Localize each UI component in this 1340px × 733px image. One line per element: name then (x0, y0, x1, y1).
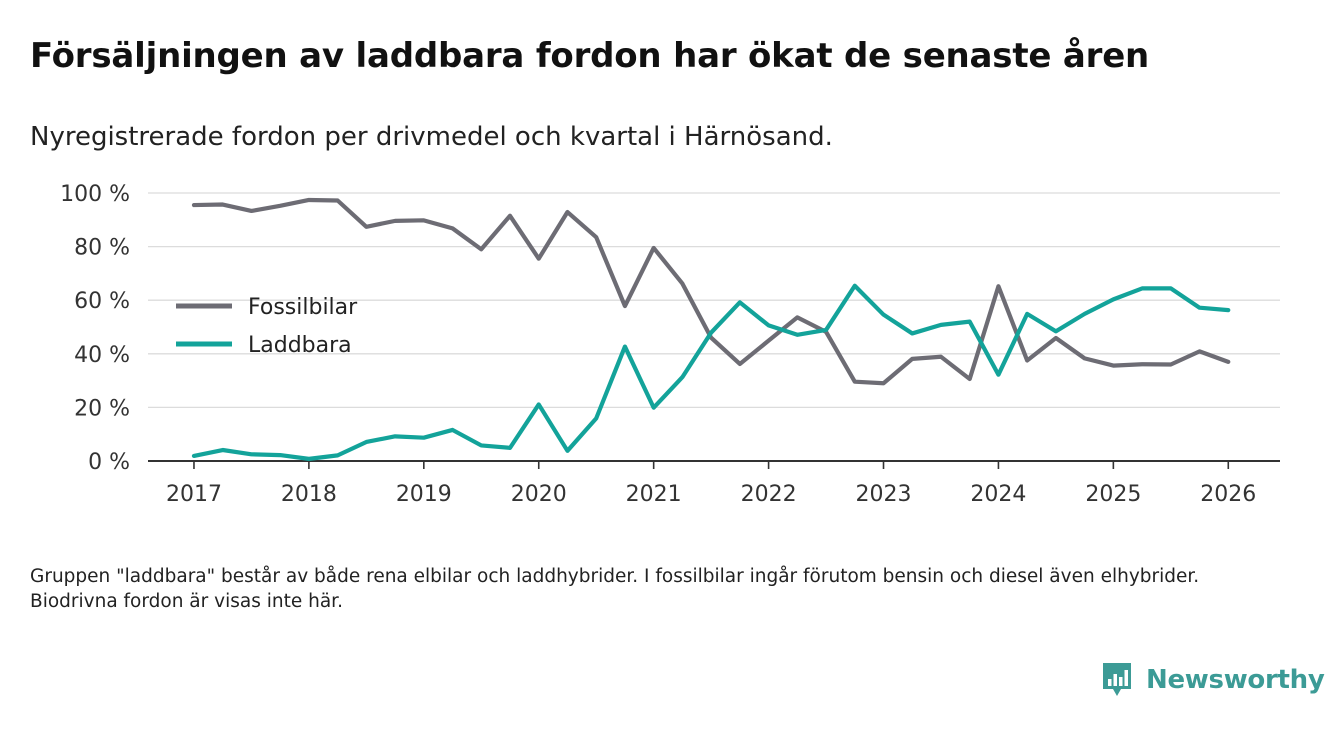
chart-title: Försäljningen av laddbara fordon har öka… (30, 36, 1150, 76)
x-tick-label: 2018 (281, 482, 337, 507)
line-chart: 0 % 20 % 40 % 60 % 80 % 100 % 2017 2018 2019 202… (60, 182, 1280, 507)
legend: Fossilbilar Laddbara (176, 295, 358, 358)
x-tick-label: 2021 (626, 482, 682, 507)
y-tick-label: 40 % (74, 343, 130, 368)
newsworthy-logo[interactable]: Newsworthy (1100, 660, 1325, 700)
x-tick-label: 2017 (166, 482, 222, 507)
series-line-fossilbilar (191, 197, 1231, 386)
y-tick-label: 100 % (60, 182, 130, 207)
y-tick-label: 20 % (74, 396, 130, 421)
x-tick-label: 2020 (511, 482, 567, 507)
gridlines (148, 192, 1280, 409)
legend-label-laddbara: Laddbara (248, 333, 352, 358)
y-axis: 0 % 20 % 40 % 60 % 80 % 100 % (60, 182, 130, 475)
x-tick-label: 2025 (1085, 482, 1141, 507)
x-axis: 2017 2018 2019 2020 2021 2022 2023 2024 2025 2026 (148, 460, 1280, 507)
y-tick-label: 0 % (88, 450, 130, 475)
newsworthy-logo-icon (1103, 663, 1131, 696)
newsworthy-logo-text: Newsworthy (1146, 665, 1325, 695)
series-line-laddbara (191, 283, 1231, 461)
chart-subtitle: Nyregistrerade fordon per drivmedel och … (30, 122, 833, 152)
legend-label-fossilbilar: Fossilbilar (248, 295, 358, 320)
x-tick-label: 2026 (1200, 482, 1256, 507)
y-tick-label: 60 % (74, 289, 130, 314)
y-tick-label: 80 % (74, 236, 130, 261)
series-lines (191, 197, 1231, 461)
footnote: Gruppen "laddbara" består av både rena e… (30, 566, 1200, 612)
x-tick-label: 2019 (396, 482, 452, 507)
x-tick-label: 2022 (741, 482, 797, 507)
x-tick-label: 2024 (970, 482, 1026, 507)
x-tick-label: 2023 (856, 482, 912, 507)
